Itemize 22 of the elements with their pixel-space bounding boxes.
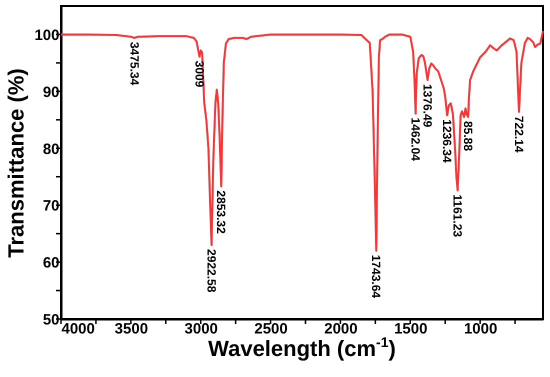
annotation: 85.88 <box>461 120 476 152</box>
x-tick-label: 4000 <box>62 320 95 338</box>
annotation: 1161.23 <box>450 194 465 238</box>
annotation: 3475.34 <box>127 42 142 86</box>
annotation: 2853.32 <box>214 190 228 234</box>
annotation: 3009 <box>192 60 206 88</box>
annotation: 1376.49 <box>420 84 435 128</box>
y-tick-label: 90 <box>42 84 60 101</box>
annotation: 1743.64 <box>369 254 384 298</box>
y-tick-label: 70 <box>42 198 60 215</box>
annotation: 1236.34 <box>440 119 454 163</box>
x-tick-label: 3500 <box>114 320 148 338</box>
y-tick-label: 50 <box>42 312 60 328</box>
y-tick-label: 100 <box>34 26 60 44</box>
annotation: 722.14 <box>512 116 526 153</box>
annotation: 2922.58 <box>204 249 219 293</box>
annotation: 1462.04 <box>408 118 423 162</box>
y-tick-label: 60 <box>42 254 60 272</box>
y-tick-label: 80 <box>42 140 60 158</box>
y-axis-title: Transmittance (%) <box>3 68 28 258</box>
x-tick-label: 1000 <box>464 320 498 338</box>
x-tick-label: 1500 <box>394 320 428 338</box>
